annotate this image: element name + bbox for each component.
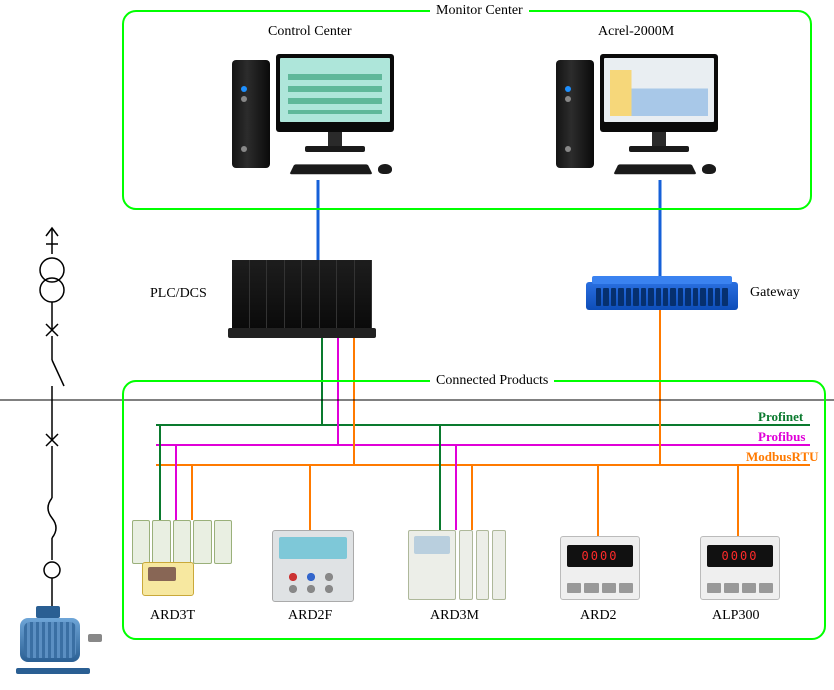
control-center-title: Control Center xyxy=(268,24,352,40)
device-label-ard3t: ARD3T xyxy=(150,608,195,624)
keyboard-icon xyxy=(613,164,696,174)
control-center-monitor-icon xyxy=(276,54,394,132)
monitor-center-label: Monitor Center xyxy=(430,3,529,19)
gateway-switch-icon xyxy=(586,282,738,310)
plc-dcs-label: PLC/DCS xyxy=(150,286,207,302)
profinet-bus-label: Profinet xyxy=(758,409,803,425)
connected-products-frame xyxy=(122,380,826,640)
monitor-base-icon xyxy=(305,146,365,152)
diagram-stage: { "type": "network-topology-infographic"… xyxy=(0,0,834,690)
device-label-alp300: ALP300 xyxy=(712,608,759,624)
motor-junction-box-icon xyxy=(36,606,60,618)
modbusrtu-bus-label: ModbusRTU xyxy=(746,449,819,465)
acrel-2000m-title: Acrel-2000M xyxy=(598,24,674,40)
device-ard3m-icon xyxy=(408,530,506,600)
device-label-ard2: ARD2 xyxy=(580,608,617,624)
connected-products-label: Connected Products xyxy=(430,373,554,389)
acrel-monitor-icon xyxy=(600,54,718,132)
monitor-stand-icon xyxy=(328,132,342,146)
ard3m-hmi-icon xyxy=(408,530,456,600)
mouse-icon xyxy=(702,164,716,174)
monitor-stand-icon xyxy=(652,132,666,146)
ard3m-module-icon xyxy=(459,530,473,600)
monitor-screen-icon xyxy=(604,58,714,122)
ard3t-hmi-icon xyxy=(142,562,194,596)
profibus-bus-label: Profibus xyxy=(758,429,805,445)
device-ard2-icon: 0000 xyxy=(560,536,640,600)
plc-base-icon xyxy=(228,328,376,338)
motor-foot-icon xyxy=(16,668,90,674)
meter-buttons-icon xyxy=(707,583,773,593)
gateway-top-icon xyxy=(592,276,732,284)
gateway-ports-icon xyxy=(596,288,728,306)
keyboard-icon xyxy=(289,164,372,174)
device-ard3t-icon xyxy=(132,520,232,596)
plc-dcs-rack-icon xyxy=(232,260,372,330)
device-label-ard3m: ARD3M xyxy=(430,608,479,624)
device-label-ard2f: ARD2F xyxy=(288,608,332,624)
device-alp300-icon: 0000 xyxy=(700,536,780,600)
control-center-tower-icon xyxy=(232,60,270,168)
motor-icon xyxy=(10,612,96,670)
ard3t-rail-icon xyxy=(132,520,232,564)
motor-shaft-icon xyxy=(88,634,102,642)
ard3m-module-icon xyxy=(492,530,506,600)
monitor-screen-icon xyxy=(280,58,390,122)
gateway-label: Gateway xyxy=(750,285,800,301)
meter-buttons-icon xyxy=(567,583,633,593)
monitor-base-icon xyxy=(629,146,689,152)
device-ard2f-icon xyxy=(272,530,354,602)
ard2-display: 0000 xyxy=(567,545,633,567)
acrel-tower-icon xyxy=(556,60,594,168)
mouse-icon xyxy=(378,164,392,174)
alp300-display: 0000 xyxy=(707,545,773,567)
motor-barrel-icon xyxy=(20,618,80,662)
ard3m-module-icon xyxy=(476,530,490,600)
